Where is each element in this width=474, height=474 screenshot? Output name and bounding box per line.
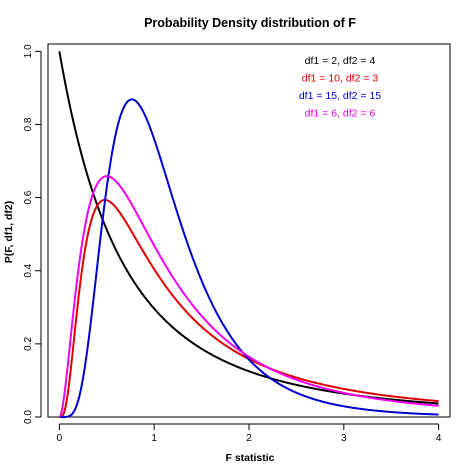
y-tick-label: 1.0 <box>23 44 34 58</box>
plot-frame <box>47 43 451 418</box>
x-tick-label: 4 <box>436 433 442 444</box>
x-tick-label: 3 <box>341 433 347 444</box>
x-axis-label: F statistic <box>225 452 274 464</box>
y-tick-label: 0.6 <box>23 190 34 204</box>
legend: df1 = 2, df2 = 4 df1 = 10, df2 = 3 df1 = 1… <box>299 55 381 120</box>
series-lines <box>58 51 439 418</box>
y-tick-label: 0.4 <box>23 263 34 277</box>
y-axis-label: P(F, df1, df2) <box>3 201 15 263</box>
x-tick-label: 1 <box>151 433 157 444</box>
x-tick-label: 0 <box>57 433 63 444</box>
legend-entry-3: df1 = 15, df2 = 15 <box>299 90 381 102</box>
y-tick-label: 0.2 <box>23 336 34 350</box>
y-axis: 0.0 0.2 0.4 0.6 0.8 1.0 <box>23 44 42 424</box>
legend-entry-2: df1 = 10, df2 = 3 <box>302 73 379 85</box>
series-line-3 <box>59 98 439 418</box>
legend-entry-1: df1 = 2, df2 = 4 <box>305 55 376 67</box>
y-tick-label: 0.8 <box>23 117 34 131</box>
y-tick-label: 0.0 <box>23 410 34 424</box>
series-line-1 <box>58 51 439 405</box>
legend-entry-4: df1 = 6, df2 = 6 <box>305 108 376 120</box>
x-tick-label: 2 <box>246 433 252 444</box>
x-axis: 0 1 2 3 4 <box>57 423 442 444</box>
series-line-2 <box>59 198 439 418</box>
series-line-4 <box>58 175 439 418</box>
chart-title: Probability Density distribution of F <box>144 16 356 30</box>
